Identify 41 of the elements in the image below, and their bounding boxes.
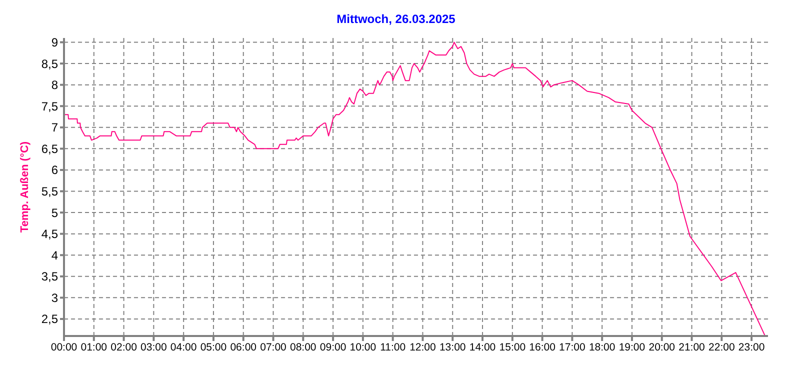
- y-tick-label: 5: [51, 206, 58, 220]
- x-tick-label: 01:00: [80, 341, 108, 354]
- x-tick-label: 07:00: [260, 341, 287, 354]
- x-tick-label: 19:00: [618, 341, 646, 354]
- x-tick-label: 14:00: [469, 341, 496, 354]
- x-tick-label: 22:00: [708, 341, 735, 354]
- x-tick-label: 16:00: [529, 341, 556, 354]
- y-tick-label: 3: [51, 290, 58, 305]
- y-tick-label: 7: [51, 120, 58, 135]
- x-tick-label: 18:00: [588, 341, 616, 354]
- x-tick-label: 02:00: [110, 341, 138, 354]
- y-tick-label: 8,5: [41, 56, 58, 71]
- x-tick-label: 05:00: [200, 341, 227, 354]
- y-tick-label: 4,5: [41, 227, 58, 242]
- y-tick-label: 9: [51, 36, 58, 50]
- x-tick-label: 12:00: [410, 341, 436, 354]
- y-tick-label: 5,5: [41, 184, 58, 199]
- x-tick-label: 17:00: [559, 341, 586, 354]
- y-tick-label: 6,5: [41, 142, 58, 156]
- y-axis-title: Temp. Außen (°C): [18, 141, 31, 233]
- y-tick-label: 3,5: [41, 270, 58, 284]
- chart-title: Mittwoch, 26.03.2025: [336, 12, 456, 26]
- y-tick-label: 7,5: [41, 99, 58, 114]
- x-tick-label: 13:00: [439, 341, 466, 354]
- x-tick-label: 08:00: [290, 341, 316, 354]
- x-tick-label: 15:00: [499, 341, 526, 354]
- x-tick-label: 11:00: [380, 341, 406, 354]
- x-tick-label: 03:00: [140, 341, 167, 354]
- x-tick-label: 20:00: [648, 341, 676, 354]
- y-tick-label: 2,5: [41, 312, 58, 326]
- y-tick-label: 8: [51, 78, 58, 92]
- x-tick-label: 06:00: [230, 341, 257, 354]
- y-tick-label: 4: [51, 248, 58, 262]
- x-tick-label: 10:00: [350, 341, 376, 354]
- x-tick-label: 00:00: [50, 341, 78, 354]
- x-tick-label: 23:00: [738, 341, 765, 354]
- x-tick-label: 21:00: [678, 341, 706, 354]
- line-series: [64, 42, 766, 336]
- x-tick-label: 09:00: [320, 341, 346, 354]
- x-tick-label: 04:00: [170, 341, 197, 354]
- y-tick-label: 6: [51, 163, 58, 178]
